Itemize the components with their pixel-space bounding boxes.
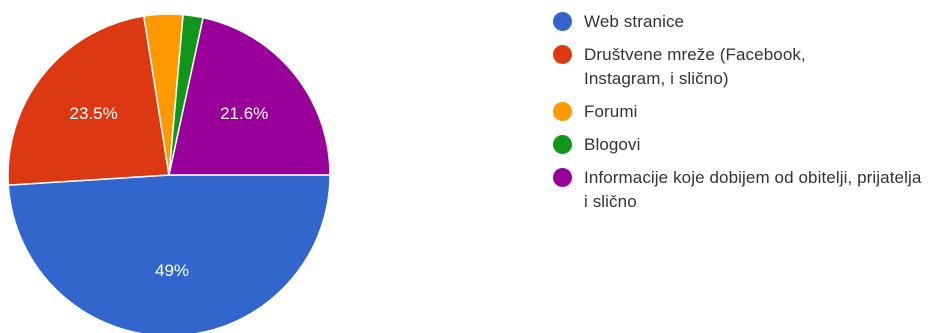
pie-slice-0[interactable] <box>7 174 331 333</box>
chart-legend: Web stranice Društvene mreže (Facebook, … <box>553 10 923 223</box>
legend-label-web-stranice: Web stranice <box>584 12 685 31</box>
legend-swatch-informacije <box>553 168 572 187</box>
legend-swatch-forumi <box>553 102 572 121</box>
legend-label-blogovi: Blogovi <box>584 135 641 154</box>
pie-slice-1[interactable] <box>7 15 170 186</box>
legend-item-informacije[interactable]: Informacije koje dobijem od obitelji, pr… <box>553 166 923 214</box>
pie-slice-label-0: 49% <box>155 261 189 280</box>
pie-slice-label-1: 23.5% <box>69 104 117 123</box>
legend-swatch-blogovi <box>553 135 572 154</box>
legend-label-drustvene-mreze: Društvene mreže (Facebook, Instagram, i … <box>584 45 806 88</box>
legend-item-web-stranice[interactable]: Web stranice <box>553 10 923 34</box>
legend-item-forumi[interactable]: Forumi <box>553 100 923 124</box>
legend-item-blogovi[interactable]: Blogovi <box>553 133 923 157</box>
pie-slice-label-4: 21.6% <box>220 104 268 123</box>
legend-swatch-drustvene-mreze <box>553 45 572 64</box>
legend-swatch-web-stranice <box>553 12 572 31</box>
legend-label-informacije: Informacije koje dobijem od obitelji, pr… <box>584 168 922 211</box>
legend-item-drustvene-mreze[interactable]: Društvene mreže (Facebook, Instagram, i … <box>553 43 923 91</box>
pie-slice-4[interactable] <box>168 16 331 176</box>
legend-label-forumi: Forumi <box>584 102 638 121</box>
